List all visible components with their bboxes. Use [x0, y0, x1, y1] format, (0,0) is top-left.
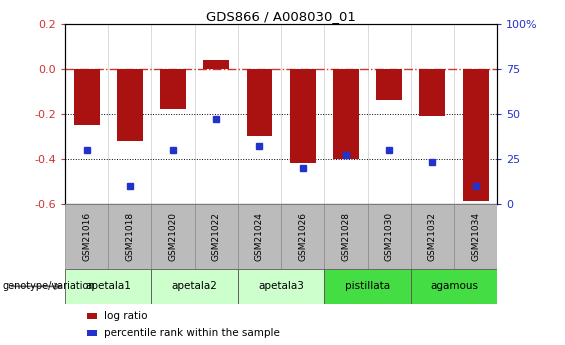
Bar	[65, 204, 108, 269]
Bar	[86, 313, 97, 319]
Bar	[376, 69, 402, 100]
Bar	[73, 69, 99, 125]
Bar	[419, 69, 445, 116]
Bar	[65, 269, 151, 304]
Title: GDS866 / A008030_01: GDS866 / A008030_01	[206, 10, 356, 23]
Text: GSM21028: GSM21028	[341, 212, 350, 261]
Bar	[238, 204, 281, 269]
Text: apetala1: apetala1	[85, 282, 131, 291]
Bar	[203, 60, 229, 69]
Bar	[246, 69, 272, 136]
Bar	[411, 269, 497, 304]
Text: apetala3: apetala3	[258, 282, 304, 291]
Text: percentile rank within the sample: percentile rank within the sample	[104, 328, 280, 338]
Bar	[108, 204, 151, 269]
Text: pistillata: pistillata	[345, 282, 390, 291]
Text: GSM21022: GSM21022	[212, 212, 221, 261]
Text: GSM21016: GSM21016	[82, 212, 91, 261]
Bar	[151, 204, 194, 269]
Text: genotype/variation: genotype/variation	[3, 282, 95, 291]
Bar	[411, 204, 454, 269]
Bar	[290, 69, 316, 163]
Bar	[160, 69, 186, 109]
Bar	[454, 204, 497, 269]
Bar	[333, 69, 359, 159]
Text: GSM21034: GSM21034	[471, 212, 480, 261]
Text: GSM21024: GSM21024	[255, 212, 264, 261]
Text: GSM21018: GSM21018	[125, 212, 134, 261]
Bar	[367, 204, 411, 269]
Bar	[281, 204, 324, 269]
Bar	[324, 269, 411, 304]
Text: GSM21030: GSM21030	[385, 212, 394, 261]
Text: agamous: agamous	[430, 282, 478, 291]
Bar	[238, 269, 324, 304]
Text: GSM21020: GSM21020	[168, 212, 177, 261]
Text: apetala2: apetala2	[172, 282, 218, 291]
Bar	[151, 269, 238, 304]
Text: log ratio: log ratio	[104, 311, 147, 321]
Bar	[324, 204, 368, 269]
Bar	[86, 330, 97, 336]
Bar	[463, 69, 489, 201]
Text: GSM21026: GSM21026	[298, 212, 307, 261]
Bar	[117, 69, 143, 141]
Text: GSM21032: GSM21032	[428, 212, 437, 261]
Bar	[194, 204, 238, 269]
